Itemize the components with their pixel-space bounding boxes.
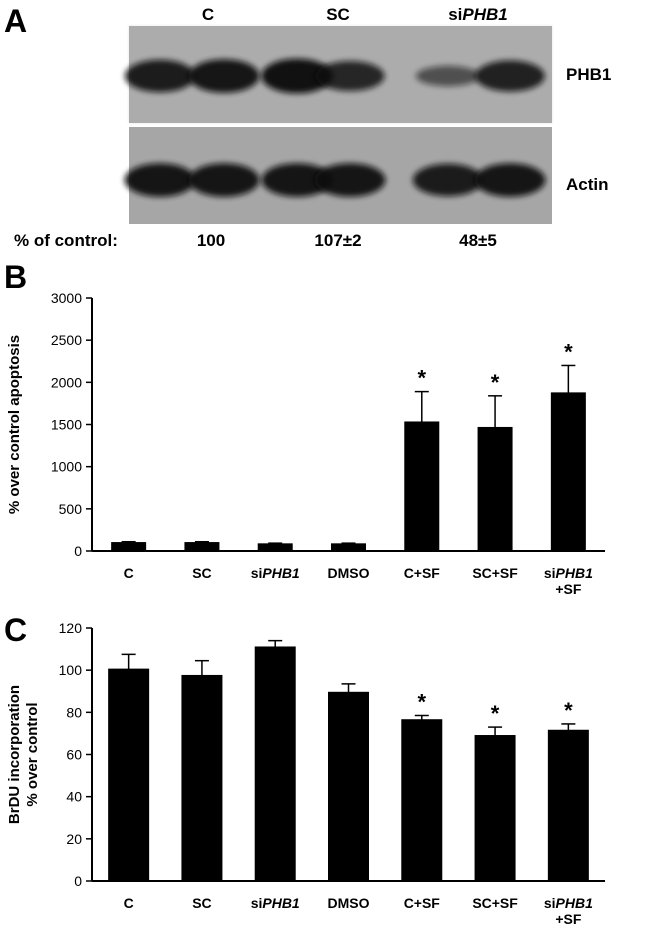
panel-c-chart: C 0 20 40 60 80 100 120 BrDU incorporation% ove… (4, 612, 605, 927)
bar-siphb1 (257, 543, 293, 552)
significance-marker: * (491, 701, 500, 726)
category-label: C (124, 565, 134, 581)
y-axis-label: % over control apoptosis (6, 335, 23, 514)
value-siphb1: 48±5 (459, 231, 497, 250)
category-label: C (124, 895, 134, 911)
band-0-3 (315, 61, 385, 91)
significance-marker: * (564, 698, 573, 723)
y-tick-label: 1000 (51, 459, 82, 475)
category-label: SC+SF (472, 895, 518, 911)
y-axis-label: BrDU incorporation (6, 685, 23, 824)
category-label: siPHB1 (251, 565, 300, 581)
category-label: DMSO (328, 895, 370, 911)
y-axis-label: % over control (24, 702, 41, 806)
y-tick-label: 0 (74, 543, 82, 559)
band-1-1 (188, 163, 260, 197)
category-label: SC+SF (472, 565, 518, 581)
category-label: siPHB1 (544, 565, 593, 581)
band-0-5 (475, 60, 545, 92)
lane-label-2: siPHB1 (448, 5, 508, 24)
band-1-2 (261, 163, 333, 197)
panel-a: A C SC siPHB1 PHB1 Actin % of control: 100… (4, 3, 611, 250)
category-label: C+SF (404, 565, 441, 581)
value-sc: 107±2 (314, 231, 361, 250)
y-tick-label: 60 (66, 747, 82, 763)
y-tick-label: 20 (66, 831, 82, 847)
category-label: siPHB1 (251, 895, 300, 911)
category-label: DMSO (328, 565, 370, 581)
bar-c-sf (401, 719, 443, 882)
band-1-3 (314, 163, 386, 197)
row-label-percent-of-control: % of control: (14, 231, 118, 250)
y-tick-label: 1500 (51, 417, 82, 433)
bar-sc-sf (474, 735, 516, 882)
bar-sc (184, 542, 220, 552)
bar-dmso (328, 691, 369, 882)
band-1-5 (474, 163, 546, 197)
bar-dmso (331, 543, 366, 552)
bar-c (111, 542, 147, 552)
blot-bands (124, 58, 546, 197)
significance-marker: * (418, 689, 427, 714)
category-label-line2: +SF (555, 581, 582, 597)
value-c: 100 (197, 231, 225, 250)
bar-siphb1 (254, 646, 296, 882)
bar-sc (181, 674, 223, 882)
band-1-4 (412, 163, 484, 197)
bar-siphb1-sf (550, 392, 586, 552)
bar-siphb1-sf (547, 729, 589, 882)
band-label-actin: Actin (566, 175, 609, 194)
y-tick-label: 3000 (51, 290, 82, 306)
panel-b-chart: B 0 500 1000 1500 2000 2500 3000 % over control… (4, 259, 605, 597)
y-tick-label: 2000 (51, 374, 82, 390)
band-0-1 (188, 59, 260, 93)
lane-label-0: C (202, 5, 214, 24)
category-label: SC (192, 565, 211, 581)
significance-marker: * (564, 339, 573, 364)
band-1-0 (124, 163, 196, 197)
band-0-0 (124, 59, 196, 93)
band-label-phb1: PHB1 (566, 65, 611, 84)
lane-labels: C SC siPHB1 (202, 5, 508, 24)
band-0-2 (261, 58, 333, 94)
y-tick-label: 40 (66, 789, 82, 805)
significance-marker: * (491, 370, 500, 395)
y-tick-label: 120 (59, 620, 83, 636)
panel-letter-a: A (4, 3, 27, 39)
y-tick-label: 500 (59, 501, 83, 517)
band-0-4 (415, 65, 481, 87)
y-tick-label: 0 (74, 873, 82, 889)
bar-sc-sf (477, 426, 513, 552)
y-tick-label: 2500 (51, 332, 82, 348)
bar-c-sf (404, 421, 440, 552)
category-label: SC (192, 895, 211, 911)
lane-label-1: SC (326, 5, 350, 24)
bar-c (108, 668, 150, 882)
y-tick-label: 80 (66, 704, 82, 720)
category-label: C+SF (404, 895, 441, 911)
category-label-line2: +SF (555, 911, 582, 927)
category-label: siPHB1 (544, 895, 593, 911)
significance-marker: * (418, 366, 427, 391)
panel-letter-c: C (4, 612, 27, 648)
y-tick-label: 100 (59, 662, 83, 678)
panel-letter-b: B (4, 259, 27, 295)
